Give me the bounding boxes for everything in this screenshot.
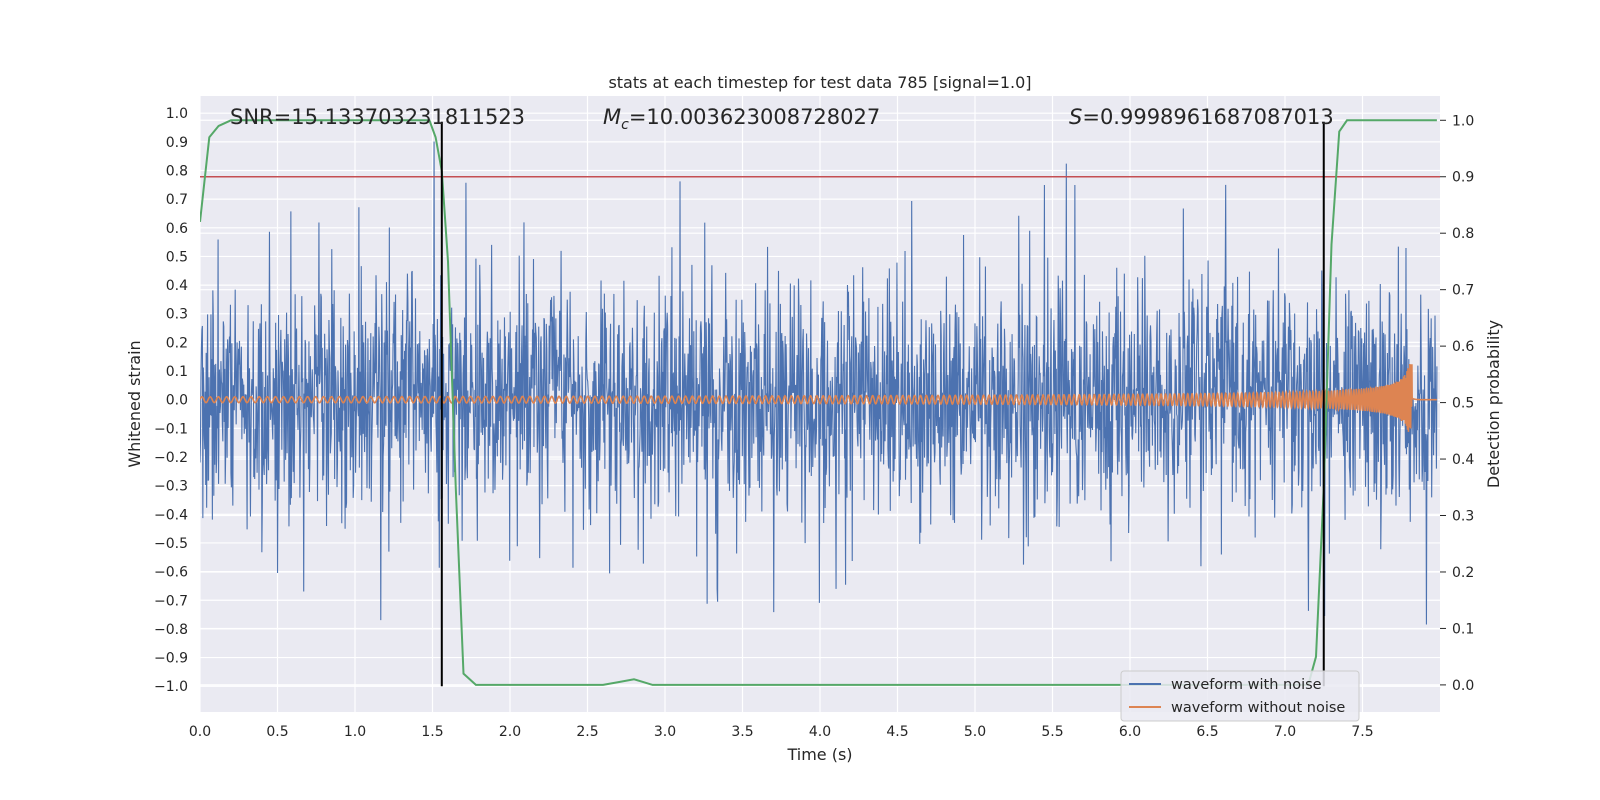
y2-tick-label: 0.6 bbox=[1452, 339, 1474, 355]
mc-value: =10.003623008728027 bbox=[629, 105, 880, 129]
y-tick-label: 0.6 bbox=[166, 221, 188, 237]
y-axis-label: Whitened strain bbox=[125, 340, 144, 467]
y-tick-label: −0.5 bbox=[154, 536, 188, 552]
y-tick-label: 1.0 bbox=[166, 106, 188, 122]
y2-tick-label: 0.8 bbox=[1452, 226, 1474, 242]
x-tick-label: 0.5 bbox=[266, 724, 288, 740]
x-tick-label: 1.0 bbox=[344, 724, 366, 740]
y-tick-label: −0.2 bbox=[154, 450, 188, 466]
legend-label-noise: waveform with noise bbox=[1171, 677, 1322, 693]
x-axis-label: Time (s) bbox=[786, 745, 852, 764]
mc-subscript: c bbox=[621, 117, 629, 133]
x-tick-label: 3.0 bbox=[654, 724, 676, 740]
y-tick-label: −0.6 bbox=[154, 565, 188, 581]
x-ticks: 0.0 0.5 1.0 1.5 2.0 2.5 3.0 3.5 4.0 4.5 5.0 5.5 6.0 6… bbox=[189, 724, 1374, 740]
s-symbol: S bbox=[1069, 105, 1082, 129]
y2-tick-label: 0.1 bbox=[1452, 621, 1474, 637]
y-tick-label: −0.1 bbox=[154, 421, 188, 437]
x-tick-label: 0.0 bbox=[189, 724, 211, 740]
y-tick-label: 0.4 bbox=[166, 278, 188, 294]
y-tick-label: 0.0 bbox=[166, 393, 188, 409]
y2-ticks: 0.0 0.1 0.2 0.3 0.4 0.5 0.6 0.7 0.8 0.9 1.0 bbox=[1440, 113, 1474, 694]
y2-tick-label: 0.9 bbox=[1452, 170, 1474, 186]
x-tick-label: 2.5 bbox=[576, 724, 598, 740]
mc-symbol: M bbox=[603, 105, 621, 129]
y-tick-label: −0.3 bbox=[154, 479, 188, 495]
y2-tick-label: 0.3 bbox=[1452, 509, 1474, 525]
x-tick-label: 6.0 bbox=[1119, 724, 1141, 740]
y-tick-label: −0.7 bbox=[154, 593, 188, 609]
y2-tick-label: 0.2 bbox=[1452, 565, 1474, 581]
series-waveform-with-noise bbox=[200, 141, 1438, 625]
y-tick-label: 0.5 bbox=[166, 249, 188, 265]
series-waveform-without-noise bbox=[200, 364, 1437, 432]
snr-annotation: SNR=15.133703231811523 bbox=[230, 105, 525, 129]
y-tick-label: 0.7 bbox=[166, 192, 188, 208]
x-tick-label: 5.5 bbox=[1041, 724, 1063, 740]
x-tick-label: 5.0 bbox=[964, 724, 986, 740]
y-tick-label: 0.3 bbox=[166, 307, 188, 323]
series-detection-probability bbox=[200, 119, 1437, 686]
y-tick-label: −0.4 bbox=[154, 507, 188, 523]
y-tick-label: 0.1 bbox=[166, 364, 188, 380]
y-tick-label: −0.8 bbox=[154, 622, 188, 638]
y2-tick-label: 0.0 bbox=[1452, 678, 1474, 694]
y-tick-label: 0.8 bbox=[166, 163, 188, 179]
legend-label-clean: waveform without noise bbox=[1171, 700, 1345, 716]
y2-tick-label: 0.7 bbox=[1452, 283, 1474, 299]
y-tick-label: 0.2 bbox=[166, 335, 188, 351]
legend-box bbox=[1120, 670, 1360, 722]
y-tick-label: −0.9 bbox=[154, 651, 188, 667]
y-ticks: −1.0 −0.9 −0.8 −0.7 −0.6 −0.5 −0.4 −0.3 −0.2 −0.1… bbox=[154, 106, 188, 695]
x-tick-label: 4.5 bbox=[886, 724, 908, 740]
y-tick-label: −1.0 bbox=[154, 679, 188, 695]
y-tick-label: 0.9 bbox=[166, 135, 188, 151]
x-tick-label: 2.0 bbox=[499, 724, 521, 740]
s-value: =0.9998961687087013 bbox=[1082, 105, 1333, 129]
x-tick-label: 1.5 bbox=[421, 724, 443, 740]
x-tick-label: 7.5 bbox=[1351, 724, 1373, 740]
series-group bbox=[200, 119, 1440, 687]
chart-title: stats at each timestep for test data 785… bbox=[608, 73, 1031, 92]
x-tick-label: 3.5 bbox=[731, 724, 753, 740]
y2-axis-label: Detection probability bbox=[1484, 320, 1503, 488]
x-tick-label: 7.0 bbox=[1274, 724, 1296, 740]
y2-tick-label: 0.4 bbox=[1452, 452, 1474, 468]
y2-tick-label: 1.0 bbox=[1452, 113, 1474, 129]
y2-tick-label: 0.5 bbox=[1452, 396, 1474, 412]
x-tick-label: 6.5 bbox=[1196, 724, 1218, 740]
legend: waveform with noise waveform without noi… bbox=[1120, 670, 1360, 722]
mc-annotation: Mc=10.003623008728027 bbox=[603, 105, 880, 133]
x-tick-label: 4.0 bbox=[809, 724, 831, 740]
plot-marks bbox=[200, 119, 1440, 687]
s-annotation: S=0.9998961687087013 bbox=[1069, 105, 1334, 129]
